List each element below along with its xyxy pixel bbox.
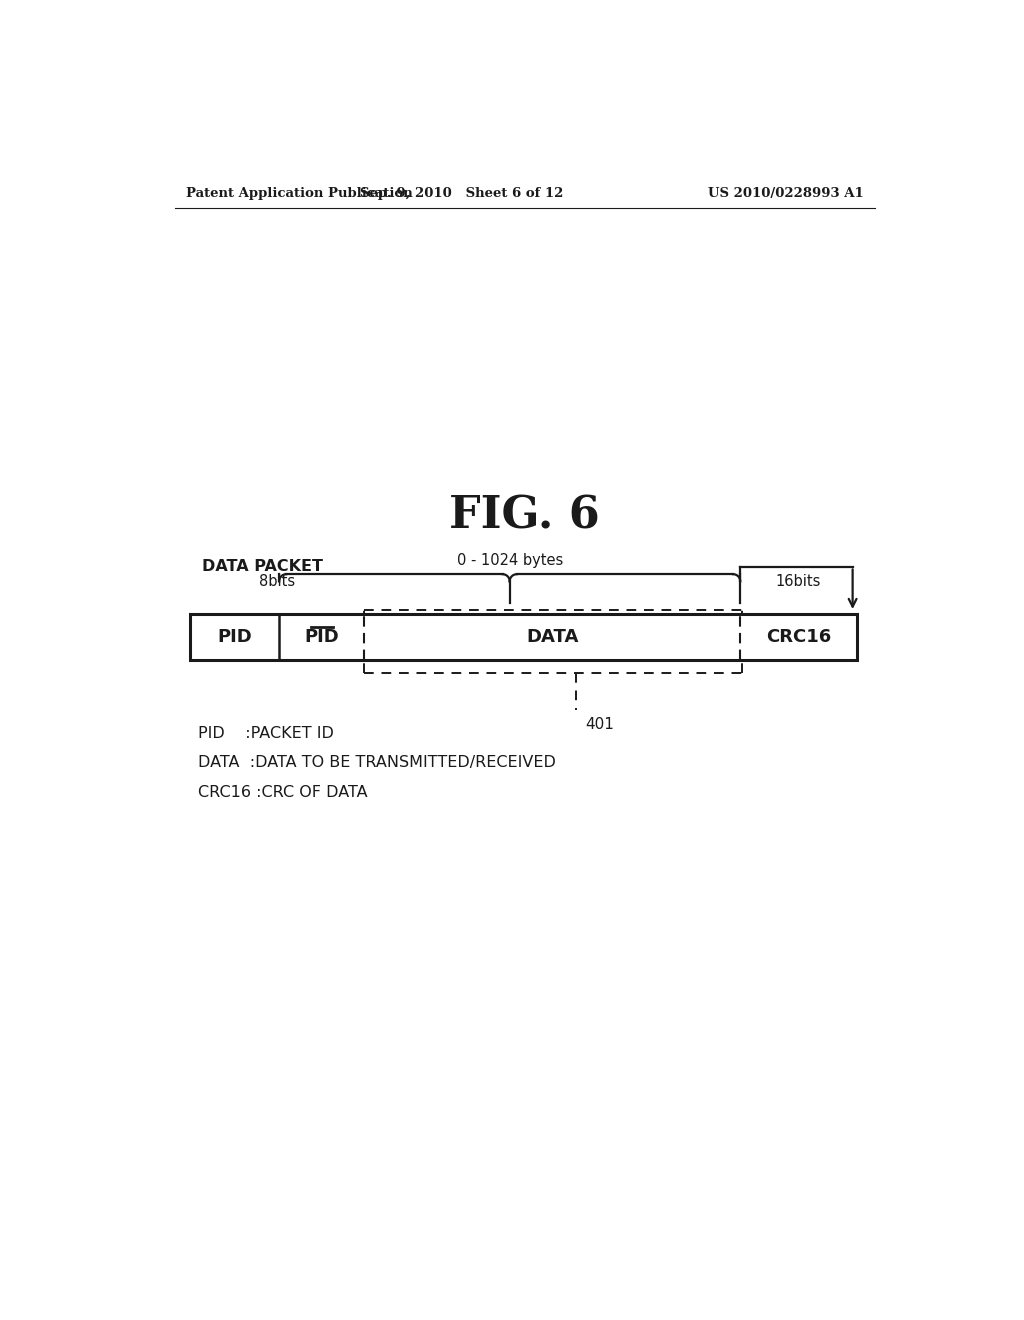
Text: DATA PACKET: DATA PACKET [202,558,323,574]
Text: DATA: DATA [526,628,579,647]
Text: PID: PID [217,628,252,647]
Text: DATA  :DATA TO BE TRANSMITTED/RECEIVED: DATA :DATA TO BE TRANSMITTED/RECEIVED [198,755,556,771]
Text: US 2010/0228993 A1: US 2010/0228993 A1 [709,186,864,199]
Text: PID: PID [304,628,339,647]
Text: Patent Application Publication: Patent Application Publication [186,186,413,199]
Text: FIG. 6: FIG. 6 [450,495,600,539]
Text: PID    :PACKET ID: PID :PACKET ID [198,726,334,741]
Text: CRC16: CRC16 [766,628,831,647]
Text: 0 - 1024 bytes: 0 - 1024 bytes [457,553,563,568]
Text: 8bits: 8bits [259,574,295,590]
Text: CRC16 :CRC OF DATA: CRC16 :CRC OF DATA [198,784,368,800]
Text: 401: 401 [585,717,613,731]
Text: Sep. 9, 2010   Sheet 6 of 12: Sep. 9, 2010 Sheet 6 of 12 [359,186,563,199]
Text: 16bits: 16bits [776,574,821,590]
Bar [190,614,856,660]
